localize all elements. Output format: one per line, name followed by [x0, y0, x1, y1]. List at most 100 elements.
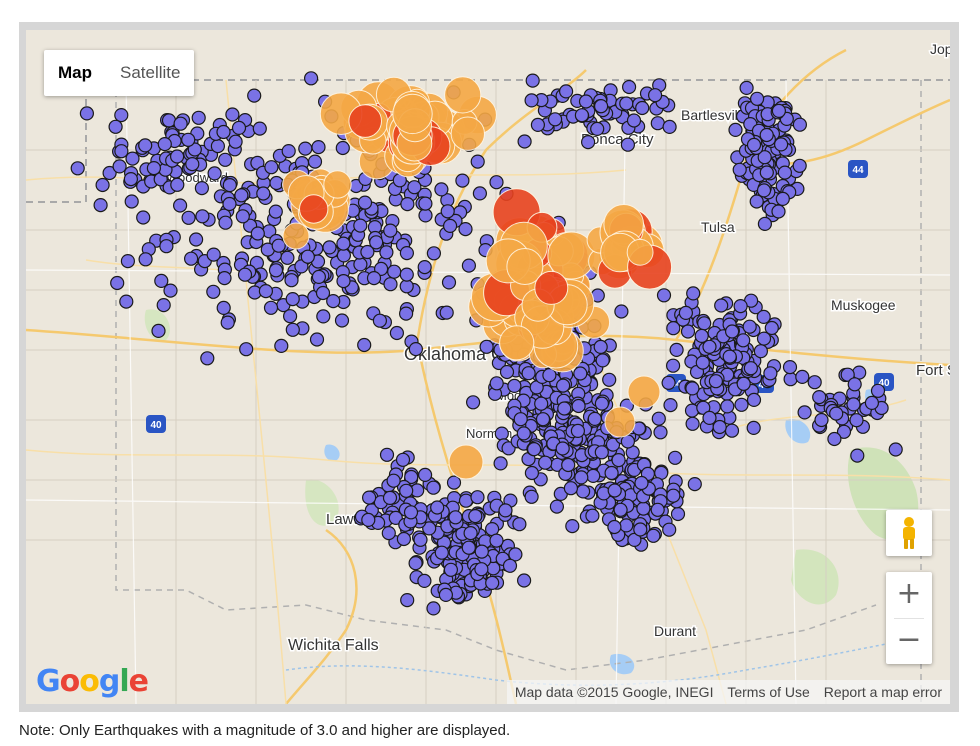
earthquake-marker[interactable]	[733, 299, 748, 314]
earthquake-marker[interactable]	[206, 284, 221, 299]
earthquake-marker[interactable]	[399, 267, 414, 282]
earthquake-marker[interactable]	[235, 209, 250, 224]
earthquake-marker[interactable]	[757, 216, 773, 231]
earthquake-marker[interactable]	[756, 331, 772, 346]
earthquake-marker[interactable]	[360, 244, 375, 260]
earthquake-marker[interactable]	[210, 138, 225, 154]
earthquake-marker[interactable]	[470, 154, 485, 169]
earthquake-marker[interactable]	[479, 339, 494, 354]
earthquake-markers-large[interactable]	[282, 76, 673, 480]
earthquake-marker[interactable]	[426, 246, 441, 261]
earthquake-marker[interactable]	[322, 240, 337, 255]
earthquake-marker[interactable]	[441, 275, 457, 290]
earthquake-marker[interactable]	[326, 294, 341, 309]
earthquake-marker[interactable]	[336, 274, 351, 289]
earthquake-marker[interactable]	[316, 309, 331, 324]
earthquake-marker[interactable]	[366, 271, 382, 286]
earthquake-marker[interactable]	[680, 324, 696, 339]
earthquake-marker[interactable]	[408, 342, 423, 357]
earthquake-marker[interactable]	[666, 321, 681, 336]
earthquake-marker[interactable]	[123, 172, 139, 187]
earthquake-marker[interactable]	[194, 181, 209, 196]
earthquake-marker[interactable]	[369, 235, 384, 250]
earthquake-marker[interactable]	[234, 188, 249, 203]
earthquake-marker[interactable]	[516, 426, 531, 441]
earthquake-marker[interactable]	[489, 376, 504, 391]
earthquake-marker[interactable]	[724, 324, 740, 339]
earthquake-marker[interactable]	[829, 406, 844, 421]
earthquake-marker[interactable]	[440, 204, 455, 219]
earthquake-marker[interactable]	[489, 533, 504, 548]
earthquake-marker[interactable]	[498, 503, 513, 518]
earthquake-marker[interactable]	[336, 236, 351, 251]
earthquake-marker[interactable]	[383, 223, 398, 238]
earthquake-marker[interactable]	[173, 116, 188, 131]
earthquake-marker[interactable]	[268, 204, 283, 219]
earthquake-marker[interactable]	[361, 512, 376, 527]
earthquake-marker[interactable]	[353, 257, 368, 272]
earthquake-marker[interactable]	[661, 375, 676, 390]
earthquake-marker[interactable]	[783, 372, 798, 387]
earthquake-marker[interactable]	[247, 88, 262, 103]
earthquake-marker[interactable]	[218, 215, 233, 230]
earthquake-marker[interactable]	[422, 521, 437, 536]
earthquake-marker[interactable]	[736, 333, 751, 348]
earthquake-marker[interactable]	[555, 441, 570, 456]
terms-of-use-link[interactable]: Terms of Use	[727, 684, 810, 700]
earthquake-marker[interactable]	[549, 499, 565, 514]
earthquake-marker[interactable]	[256, 186, 271, 201]
earthquake-marker[interactable]	[593, 339, 608, 354]
earthquake-marker[interactable]	[764, 320, 779, 336]
earthquake-marker[interactable]	[650, 502, 665, 517]
earthquake-marker[interactable]	[463, 526, 478, 541]
earthquake-marker[interactable]	[396, 531, 411, 547]
earthquake-marker[interactable]	[736, 376, 751, 391]
zoom-control[interactable]: + −	[886, 572, 932, 664]
earthquake-marker[interactable]	[795, 369, 810, 384]
earthquake-marker[interactable]	[461, 540, 476, 555]
earthquake-marker[interactable]	[399, 483, 414, 498]
earthquake-marker[interactable]	[538, 455, 553, 470]
earthquake-marker[interactable]	[807, 375, 822, 390]
earthquake-marker[interactable]	[300, 249, 315, 264]
earthquake-marker[interactable]	[181, 132, 196, 147]
earthquake-marker[interactable]	[852, 365, 867, 380]
earthquake-marker[interactable]	[400, 197, 415, 212]
earthquake-marker[interactable]	[285, 292, 300, 307]
earthquake-marker[interactable]	[125, 151, 140, 166]
earthquake-marker[interactable]	[446, 475, 462, 490]
earthquake-marker[interactable]	[418, 196, 433, 211]
earthquake-marker[interactable]	[728, 122, 743, 138]
earthquake-marker[interactable]	[216, 300, 231, 315]
earthquake-marker[interactable]	[448, 444, 484, 480]
earthquake-marker[interactable]	[336, 248, 351, 263]
earthquake-marker[interactable]	[614, 304, 629, 319]
earthquake-marker[interactable]	[506, 248, 544, 285]
earthquake-marker[interactable]	[239, 342, 254, 357]
earthquake-marker[interactable]	[274, 338, 289, 353]
earthquake-marker[interactable]	[749, 91, 765, 106]
earthquake-marker[interactable]	[450, 116, 485, 151]
earthquake-marker[interactable]	[108, 119, 123, 134]
earthquake-marker[interactable]	[646, 528, 661, 543]
earthquake-marker[interactable]	[151, 323, 166, 338]
earthquake-marker[interactable]	[138, 252, 153, 267]
earthquake-marker[interactable]	[163, 283, 178, 298]
earthquake-marker[interactable]	[79, 106, 95, 121]
earthquake-marker[interactable]	[282, 222, 310, 250]
earthquake-marker[interactable]	[513, 412, 528, 427]
earthquake-marker[interactable]	[697, 316, 712, 331]
earthquake-marker[interactable]	[474, 562, 489, 577]
earthquake-marker[interactable]	[357, 195, 373, 210]
earthquake-marker[interactable]	[379, 245, 394, 260]
earthquake-marker[interactable]	[626, 238, 654, 266]
earthquake-marker[interactable]	[702, 410, 717, 425]
map-type-control[interactable]: Map Satellite	[44, 50, 195, 96]
earthquake-marker[interactable]	[417, 260, 432, 275]
earthquake-marker[interactable]	[263, 300, 279, 315]
earthquake-marker[interactable]	[534, 396, 549, 411]
earthquake-marker[interactable]	[294, 259, 309, 274]
earthquake-marker[interactable]	[470, 490, 485, 505]
earthquake-marker[interactable]	[426, 480, 441, 495]
earthquake-marker[interactable]	[714, 298, 729, 313]
